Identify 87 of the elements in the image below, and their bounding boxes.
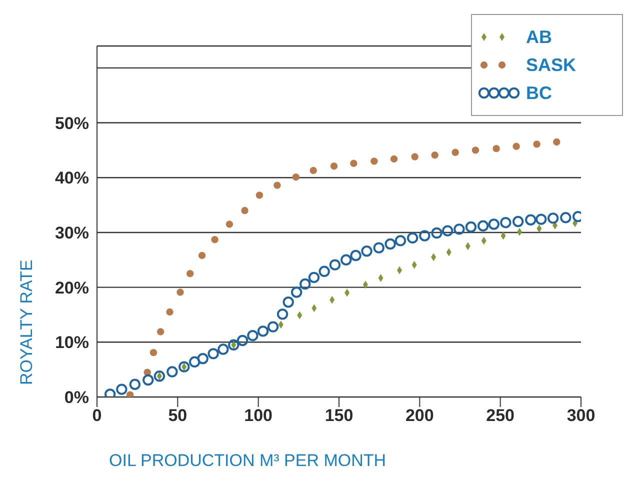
- point: [176, 288, 184, 296]
- point: [290, 286, 302, 298]
- point: [465, 221, 477, 233]
- point: [488, 218, 500, 230]
- point: [512, 142, 520, 150]
- point: [274, 182, 281, 189]
- point: [477, 220, 489, 232]
- point: [267, 321, 279, 332]
- point: [350, 160, 358, 167]
- point: [431, 227, 442, 239]
- point: [208, 348, 219, 360]
- x-tick-label: 100: [244, 406, 273, 426]
- point: [340, 254, 352, 266]
- point: [361, 246, 372, 257]
- x-tick-label: 200: [405, 406, 434, 426]
- point: [189, 356, 200, 368]
- point: [126, 391, 134, 397]
- x-axis-title: OIL PRODUCTION M³ PER MONTH: [109, 451, 386, 470]
- point: [394, 235, 406, 246]
- point: [560, 212, 572, 224]
- x-tick-label: 50: [168, 406, 188, 426]
- y-tick-label: 40%: [54, 168, 89, 188]
- point: [197, 353, 208, 364]
- point: [300, 278, 311, 290]
- x-tick-label: 150: [324, 406, 354, 426]
- point: [384, 238, 396, 250]
- point: [318, 266, 330, 278]
- point: [218, 344, 229, 355]
- point: [370, 158, 378, 165]
- point: [228, 339, 240, 350]
- x-tick-label: 300: [566, 406, 596, 426]
- point: [330, 162, 338, 170]
- y-tick-label: 30%: [54, 224, 89, 243]
- point: [241, 206, 248, 214]
- point: [406, 232, 418, 244]
- point: [533, 140, 540, 148]
- point: [186, 270, 194, 278]
- point: [536, 214, 547, 225]
- point: [442, 225, 454, 236]
- point: [142, 374, 154, 386]
- point: [373, 242, 384, 254]
- point: [156, 328, 164, 336]
- point: [276, 308, 288, 320]
- x-tick-label: 250: [486, 406, 515, 426]
- point: [282, 296, 294, 308]
- point: [308, 272, 320, 284]
- point: [350, 250, 362, 262]
- point: [525, 214, 536, 226]
- legend-label: AB: [526, 26, 552, 48]
- point: [226, 220, 234, 228]
- point: [211, 236, 218, 244]
- y-tick-label: 20%: [54, 278, 89, 298]
- point: [454, 224, 465, 235]
- point: [292, 173, 300, 181]
- point: [492, 144, 500, 152]
- point: [310, 166, 317, 174]
- point: [452, 148, 459, 156]
- point: [236, 334, 248, 346]
- point: [547, 212, 559, 224]
- point: [178, 361, 190, 372]
- point: [472, 146, 480, 154]
- point: [431, 152, 438, 159]
- point: [154, 370, 166, 382]
- point: [500, 216, 512, 228]
- legend-label: BC: [526, 82, 552, 104]
- point: [247, 330, 258, 342]
- point: [166, 366, 178, 378]
- y-tick-label: 0%: [64, 388, 89, 408]
- y-tick-label: 10%: [54, 333, 89, 352]
- point: [512, 216, 524, 228]
- legend-label: SASK: [526, 54, 576, 76]
- point: [104, 388, 116, 397]
- y-tick-label: 50%: [54, 114, 89, 133]
- point: [166, 308, 174, 316]
- point: [198, 252, 206, 260]
- point: [150, 348, 158, 356]
- point: [553, 138, 560, 146]
- point: [329, 259, 341, 270]
- y-axis-title: ROYALTY RATE: [17, 260, 36, 385]
- point: [256, 192, 264, 199]
- point: [257, 326, 269, 337]
- point: [129, 378, 141, 390]
- point: [411, 153, 418, 160]
- point: [116, 384, 128, 395]
- point: [390, 155, 398, 163]
- point: [419, 230, 430, 242]
- x-tick-label: 0: [92, 406, 102, 426]
